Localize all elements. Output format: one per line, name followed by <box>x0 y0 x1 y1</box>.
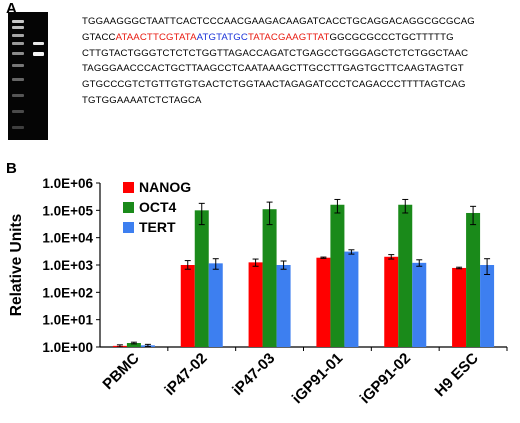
sequence-segment: ATAACTTCGTATA <box>115 31 197 43</box>
sequence-line: GTACCATAACTTCGTATAATGTATGCTATACGAAGTTATG… <box>82 30 514 46</box>
legend-swatch-nanog <box>123 182 134 193</box>
y-tick-label: 1.0E+03 <box>42 258 93 273</box>
sequence-segment: GTACC <box>82 31 116 43</box>
sequence-segment: TAGGGAACCCACTGCTTAAGCCTCAATAAAGCTTGCCTTG… <box>82 63 464 75</box>
bar-oct4 <box>194 210 209 347</box>
bar-oct4 <box>398 204 413 347</box>
bar-tert <box>208 263 223 347</box>
sequence-line: GTGCCCGTCTGTTGTGTGACTCTGGTAACTAGAGATCCCT… <box>82 77 514 93</box>
y-tick-label: 1.0E+01 <box>42 313 93 328</box>
sequence-segment: GGCGCGCCCTGCTTTTTG <box>329 31 454 43</box>
x-tick-label: iGP91-02 <box>357 350 414 407</box>
legend-swatch-oct4 <box>123 202 134 213</box>
panel-b-label: B <box>6 160 17 177</box>
bar-tert <box>344 251 359 347</box>
sequence-segment: GTGCCCGTCTGTTGTGTGACTCTGGTAACTAGAGATCCCT… <box>82 79 466 91</box>
bar-oct4 <box>330 204 345 347</box>
x-tick-label: H9 ESC <box>432 350 482 400</box>
x-tick-label: iGP91-01 <box>289 350 346 407</box>
bar-oct4 <box>126 343 141 347</box>
y-tick-label: 1.0E+06 <box>42 176 93 191</box>
legend-label: NANOG <box>139 179 191 195</box>
bar-nanog <box>180 265 195 347</box>
panel-a-label: A <box>6 0 17 17</box>
dna-sequence-text: TGGAAGGGCTAATTCACTCCCAACGAAGACAAGATCACCT… <box>82 14 514 109</box>
sequence-segment: ATGTATGC <box>196 31 248 43</box>
legend-label: OCT4 <box>139 199 177 215</box>
bar-nanog <box>316 257 331 347</box>
bar-tert <box>412 262 427 347</box>
y-axis-label: Relative Units <box>8 214 25 317</box>
x-tick-label: PBMC <box>99 350 142 393</box>
relative-units-bar-chart: 1.0E+00 1.0E+01 1.0E+02 1.0E+03 1.0E+04 1.0E+… <box>8 176 508 407</box>
y-tick-label: 1.0E+05 <box>42 203 93 218</box>
sequence-segment: TGTGGAAAATCTCTAGCA <box>82 94 202 106</box>
legend-label: TERT <box>139 219 176 235</box>
sequence-segment: TATACGAAGTTAT <box>247 31 330 43</box>
bar-oct4 <box>466 212 481 347</box>
legend-swatch-tert <box>123 222 134 233</box>
bar-nanog <box>384 256 399 347</box>
sequence-line: TGGAAGGGCTAATTCACTCCCAACGAAGACAAGATCACCT… <box>82 14 514 30</box>
bar-nanog <box>248 262 263 347</box>
x-tick-label: iP47-03 <box>229 350 278 399</box>
bar-tert <box>480 265 495 347</box>
x-tick-label: iP47-02 <box>161 350 210 399</box>
y-tick-label: 1.0E+02 <box>42 285 93 300</box>
y-tick-label: 1.0E+04 <box>42 231 93 246</box>
gel-electrophoresis-image <box>8 12 48 140</box>
sequence-segment: CTTGTACTGGGTCTCTCTGGTTAGACCAGATCTGAGCCTG… <box>82 47 469 59</box>
bar-oct4 <box>262 209 277 347</box>
sequence-line: TAGGGAACCCACTGCTTAAGCCTCAATAAAGCTTGCCTTG… <box>82 61 514 77</box>
sequence-line: CTTGTACTGGGTCTCTCTGGTTAGACCAGATCTGAGCCTG… <box>82 46 514 62</box>
bar-nanog <box>452 267 467 347</box>
y-tick-label: 1.0E+00 <box>42 340 93 355</box>
bar-tert <box>276 265 291 347</box>
sequence-segment: TGGAAGGGCTAATTCACTCCCAACGAAGACAAGATCACCT… <box>82 16 475 27</box>
sequence-line: TGTGGAAAATCTCTAGCA <box>82 93 514 109</box>
